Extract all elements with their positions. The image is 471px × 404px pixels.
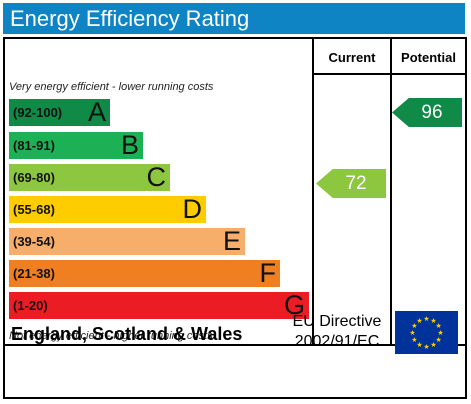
band-d-letter: D	[182, 194, 203, 224]
band-b-range: (81-91)	[13, 138, 55, 153]
region-label: England, Scotland & Wales	[11, 324, 243, 344]
band-e-range: (39-54)	[13, 234, 55, 249]
rating-chart: Current Potential Very energy efficient …	[3, 37, 467, 399]
eu-star-icon: ★	[430, 341, 436, 349]
header-divider	[312, 73, 465, 75]
eu-star-icon: ★	[430, 317, 436, 325]
eu-star-icon: ★	[416, 341, 422, 349]
band-a: (92-100) A	[9, 99, 110, 126]
efficient-note: Very energy efficient - lower running co…	[9, 81, 214, 93]
band-g-letter: G	[283, 290, 305, 320]
band-e-letter: E	[222, 226, 241, 256]
current-rating-arrow: 72	[316, 169, 386, 198]
page-title: Energy Efficiency Rating	[3, 3, 465, 34]
band-e: (39-54) E	[9, 228, 245, 255]
band-d-range: (55-68)	[13, 202, 55, 217]
band-c-range: (69-80)	[13, 170, 55, 185]
eu-star-icon: ★	[435, 322, 441, 330]
eu-directive: EU Directive 2002/91/EC	[282, 312, 392, 352]
eu-star-icon: ★	[411, 336, 417, 344]
band-a-letter: A	[87, 97, 106, 127]
eu-flag-icon: ★ ★ ★ ★ ★ ★ ★ ★ ★ ★ ★ ★	[395, 311, 458, 354]
band-b-letter: B	[120, 130, 139, 160]
band-d: (55-68) D	[9, 196, 206, 223]
band-f-letter: F	[259, 258, 277, 288]
current-column-header: Current	[328, 50, 376, 65]
potential-column-header: Potential	[401, 50, 456, 65]
divider-current	[312, 39, 314, 344]
eu-star-icon: ★	[435, 336, 441, 344]
eu-star-icon: ★	[423, 315, 429, 323]
footer-divider	[5, 344, 465, 346]
band-g: (1-20) G	[9, 292, 309, 319]
eu-star-icon: ★	[416, 317, 422, 325]
eu-star-icon: ★	[437, 329, 443, 337]
band-a-range: (92-100)	[13, 105, 63, 120]
eu-star-icon: ★	[409, 329, 415, 337]
directive-line-2: 2002/91/EC	[294, 333, 380, 350]
band-f-range: (21-38)	[13, 266, 55, 281]
band-b: (81-91) B	[9, 132, 143, 159]
directive-line-1: EU Directive	[292, 313, 382, 330]
divider-potential	[390, 39, 392, 344]
band-c: (69-80) C	[9, 164, 170, 191]
inefficient-note: Not energy efficient - higher running co…	[9, 330, 213, 342]
band-g-range: (1-20)	[13, 298, 48, 313]
band-c-letter: C	[146, 162, 167, 192]
band-f: (21-38) F	[9, 260, 280, 287]
eu-star-icon: ★	[423, 343, 429, 351]
eu-star-icon: ★	[411, 322, 417, 330]
potential-rating-arrow: 96	[392, 98, 462, 127]
